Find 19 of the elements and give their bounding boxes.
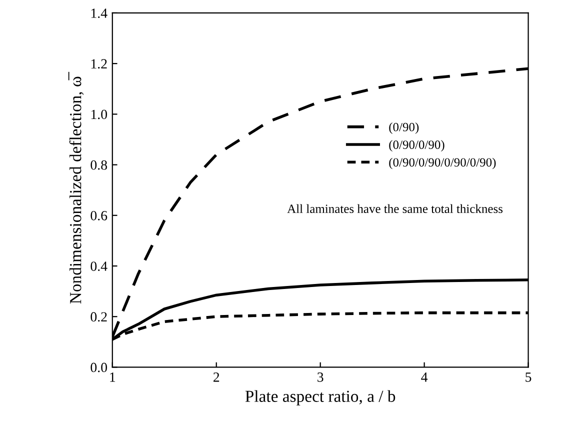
legend-label: (0/90): [389, 122, 419, 134]
y-tick-label: 1.2: [91, 59, 107, 69]
x-axis-title: Plate aspect ratio, a / b: [245, 390, 396, 406]
x-tick-label: 4: [421, 372, 428, 382]
y-tick-label: 0.6: [90, 210, 108, 220]
y-tick-label: 0.0: [90, 362, 108, 372]
x-tick-label: 2: [214, 372, 220, 382]
y-tick-label: 1.0: [91, 110, 108, 120]
x-tick-label: 1: [110, 372, 116, 382]
y-tick-label: 0.4: [90, 262, 108, 272]
x-tick-label: 3: [318, 372, 324, 382]
legend-label: (0/90/0/90): [389, 140, 444, 152]
x-tick-label: 5: [526, 372, 532, 382]
annotation: All laminates have the same total thickness: [287, 204, 503, 214]
y-tick-label: 0.2: [90, 312, 107, 322]
legend-label: (0/90/0/90/0/90/0/90): [389, 158, 496, 170]
y-tick-label: 1.4: [91, 8, 108, 18]
y-axis-title: Nondimensionalized deflection, ω̅: [68, 72, 84, 304]
y-tick-label: 0.8: [90, 160, 108, 170]
